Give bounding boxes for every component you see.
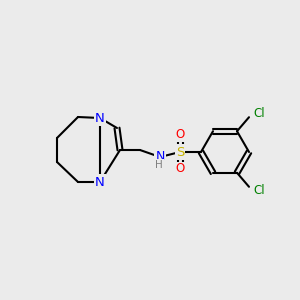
Text: S: S (176, 146, 184, 158)
Text: N: N (95, 176, 105, 188)
Text: O: O (176, 128, 184, 142)
Text: O: O (176, 163, 184, 176)
Text: Cl: Cl (253, 107, 265, 120)
Text: N: N (95, 112, 105, 124)
Text: Cl: Cl (253, 184, 265, 197)
Text: N: N (155, 151, 165, 164)
Text: H: H (155, 160, 163, 170)
